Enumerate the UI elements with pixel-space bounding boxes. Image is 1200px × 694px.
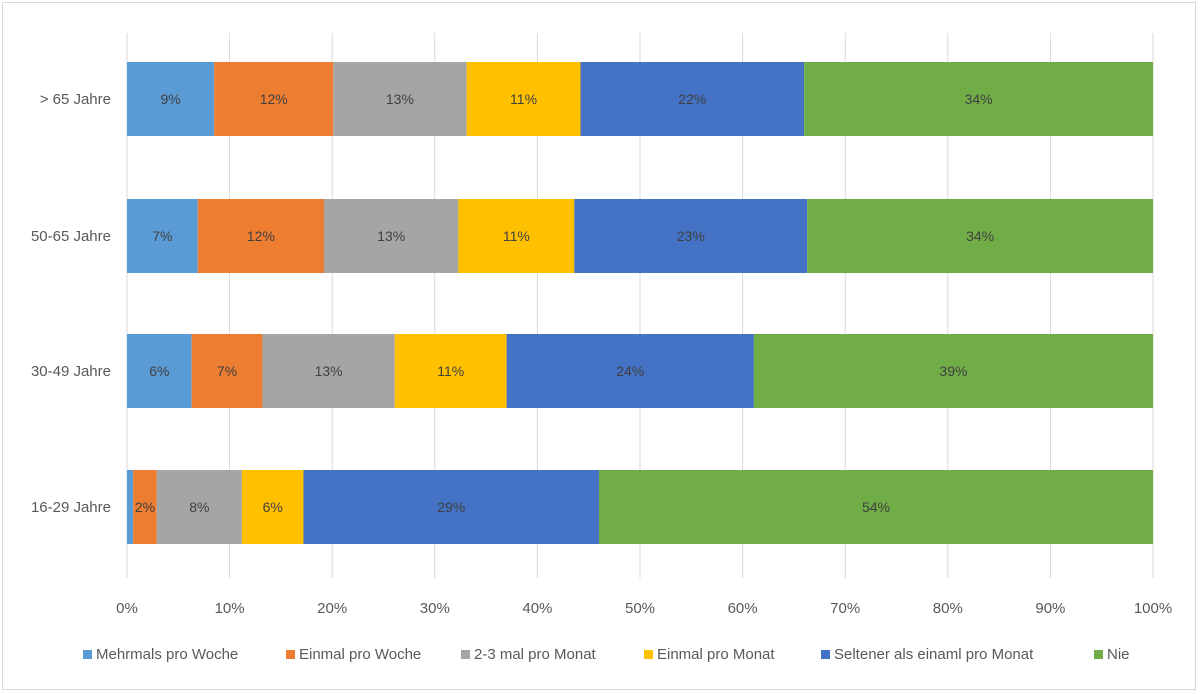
legend: Mehrmals pro Woche Einmal pro Woche 2-3 ma… xyxy=(83,646,1130,663)
bar-segment xyxy=(133,470,157,544)
x-tick-label: 100% xyxy=(1134,600,1172,617)
legend-swatch xyxy=(83,650,92,659)
x-tick-label: 50% xyxy=(625,600,655,617)
bars: 9% 12% 13% 11% 22% 34% 7% 12% 13% 11% 23% 34% 6% 7% 13… xyxy=(127,62,1153,544)
bar-segment xyxy=(262,334,395,408)
data-label: 7% xyxy=(217,363,237,379)
bar-segment xyxy=(214,62,334,136)
bar-segment xyxy=(753,334,1153,408)
bar-segment xyxy=(156,470,242,544)
data-label: 13% xyxy=(315,363,343,379)
category-labels: > 65 Jahre 50-65 Jahre 30-49 Jahre 16-29 Ja… xyxy=(31,91,111,516)
legend-swatch xyxy=(821,650,830,659)
legend-label: Nie xyxy=(1107,646,1130,663)
data-label: 7% xyxy=(152,228,172,244)
legend-label: Mehrmals pro Woche xyxy=(96,646,238,663)
data-label: 34% xyxy=(965,91,993,107)
bar-segment xyxy=(127,199,198,273)
x-tick-label: 0% xyxy=(116,600,138,617)
bar-segment xyxy=(394,334,507,408)
data-label: 2% xyxy=(135,499,155,515)
bar-segment xyxy=(127,334,192,408)
legend-label: Seltener als einaml pro Monat xyxy=(834,646,1034,663)
data-label: 23% xyxy=(677,228,705,244)
bar-segment xyxy=(580,62,805,136)
x-tick-label: 20% xyxy=(317,600,347,617)
legend-swatch xyxy=(286,650,295,659)
data-label: 11% xyxy=(503,228,530,244)
data-label: 11% xyxy=(437,363,464,379)
bar-segment xyxy=(333,62,467,136)
category-label: 50-65 Jahre xyxy=(31,228,111,245)
category-label: > 65 Jahre xyxy=(40,91,111,108)
bar-segment xyxy=(241,470,304,544)
bar-segment xyxy=(458,199,575,273)
bar-segment xyxy=(323,199,459,273)
x-axis-ticks: 0% 10% 20% 30% 40% 50% 60% 70% 80% 90% 100% xyxy=(116,600,1172,617)
x-tick-label: 70% xyxy=(830,600,860,617)
data-label: 6% xyxy=(263,499,283,515)
x-tick-label: 60% xyxy=(728,600,758,617)
legend-label: Einmal pro Monat xyxy=(657,646,775,663)
legend-label: Einmal pro Woche xyxy=(299,646,421,663)
legend-swatch xyxy=(644,650,653,659)
legend-label: 2-3 mal pro Monat xyxy=(474,646,597,663)
bar-segment xyxy=(197,199,324,273)
data-label: 54% xyxy=(862,499,890,515)
stacked-bar-chart: 9% 12% 13% 11% 22% 34% 7% 12% 13% 11% 23% 34% 6% 7% 13… xyxy=(31,33,1172,663)
x-tick-label: 40% xyxy=(522,600,552,617)
bar-segment xyxy=(127,470,134,544)
bar-segment xyxy=(506,334,754,408)
bar-segment xyxy=(807,199,1153,273)
data-label: 12% xyxy=(260,91,288,107)
bar-segment xyxy=(598,470,1153,544)
data-label: 6% xyxy=(149,363,169,379)
legend-swatch xyxy=(461,650,470,659)
x-tick-label: 10% xyxy=(215,600,245,617)
bar-segment xyxy=(127,62,215,136)
data-label: 8% xyxy=(189,499,209,515)
x-tick-label: 90% xyxy=(1035,600,1065,617)
data-label: 29% xyxy=(437,499,465,515)
data-label: 11% xyxy=(510,91,537,107)
data-label: 13% xyxy=(377,228,405,244)
bar-segment xyxy=(466,62,581,136)
category-label: 30-49 Jahre xyxy=(31,363,111,380)
data-label: 34% xyxy=(966,228,994,244)
x-tick-label: 80% xyxy=(933,600,963,617)
bar-segment xyxy=(804,62,1153,136)
data-label: 24% xyxy=(616,363,644,379)
data-label: 22% xyxy=(678,91,706,107)
legend-swatch xyxy=(1094,650,1103,659)
category-label: 16-29 Jahre xyxy=(31,499,111,516)
bar-segment xyxy=(191,334,263,408)
bar-segment xyxy=(574,199,808,273)
x-tick-label: 30% xyxy=(420,600,450,617)
data-label: 12% xyxy=(247,228,275,244)
data-label: 9% xyxy=(160,91,180,107)
data-label: 39% xyxy=(939,363,967,379)
bar-segment xyxy=(303,470,599,544)
data-label: 13% xyxy=(386,91,414,107)
